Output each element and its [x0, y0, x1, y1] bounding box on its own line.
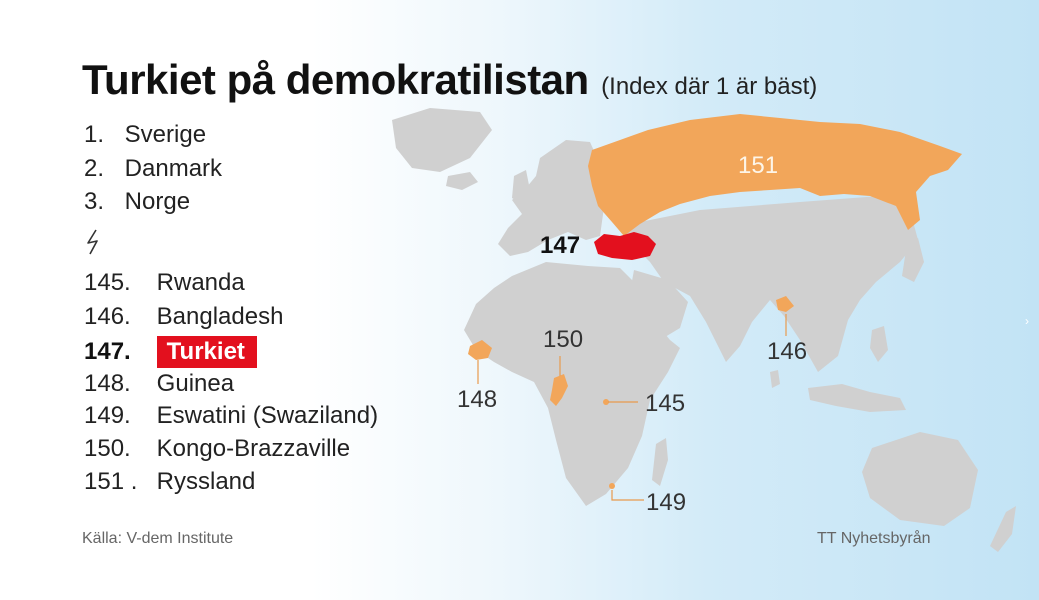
leader-line-149 [611, 490, 644, 501]
map-label-russia: 151 [738, 152, 779, 179]
map-label-rwanda: 145 [645, 390, 686, 417]
rank-number: 145. [84, 269, 131, 296]
list-item: 150. Kongo-Brazzaville [84, 434, 350, 464]
country-name: Ryssland [156, 468, 256, 495]
country-name: Bangladesh [156, 303, 284, 330]
list-item: 148. Guinea [84, 369, 234, 399]
list-break-icon [87, 229, 98, 255]
rank-number: 148. [84, 370, 131, 397]
greenland-shape [392, 108, 492, 172]
credit-note: TT Nyhetsbyrån [817, 530, 931, 547]
rank-number: 2. [84, 155, 105, 182]
newzealand-shape [990, 506, 1016, 552]
turkey-shape [594, 232, 656, 260]
map-label-congo: 150 [543, 326, 584, 353]
list-item-highlighted: 147. Turkiet [84, 336, 257, 368]
country-name: Danmark [124, 155, 223, 182]
srilanka-shape [770, 370, 780, 388]
list-item: 149. Eswatini (Swaziland) [84, 401, 378, 431]
europe-shape [498, 140, 605, 256]
congo-shape [550, 374, 568, 406]
page-title: Turkiet på demokratilistan [82, 56, 589, 103]
country-name-highlight: Turkiet [156, 336, 257, 368]
map-label-eswatini: 149 [646, 489, 687, 516]
chevron-right-icon[interactable]: › [1025, 314, 1029, 328]
madagascar-shape [652, 438, 668, 486]
asia-shape [620, 196, 918, 372]
russia-shape [588, 114, 962, 236]
country-name: Norge [124, 188, 191, 215]
map-label-guinea: 148 [457, 386, 498, 413]
bangladesh-shape [776, 296, 794, 312]
list-item: 1. Sverige [84, 120, 206, 150]
list-item: 146. Bangladesh [84, 302, 283, 332]
guinea-shape [468, 340, 492, 360]
rank-number: 151 . [84, 468, 138, 495]
eswatini-shape [609, 483, 615, 489]
country-name: Guinea [156, 370, 235, 397]
list-item: 151 . Ryssland [84, 467, 255, 497]
indonesia-shape [808, 384, 906, 412]
africa-shape [464, 262, 680, 506]
map-label-bangladesh: 146 [767, 338, 808, 365]
list-item: 3. Norge [84, 187, 190, 217]
list-item: 2. Danmark [84, 154, 222, 184]
page-subtitle: (Index där 1 är bäst) [601, 73, 818, 100]
iceland-shape [446, 172, 478, 190]
list-item: 145. Rwanda [84, 268, 245, 298]
australia-shape [862, 432, 978, 526]
country-name: Sverige [124, 121, 207, 148]
japan-shape [902, 238, 924, 282]
rank-number: 3. [84, 188, 105, 215]
country-name: Rwanda [156, 269, 245, 296]
rank-number: 149. [84, 402, 131, 429]
country-name: Kongo-Brazzaville [156, 435, 351, 462]
rank-number: 150. [84, 435, 131, 462]
map-label-turkey: 147 [540, 232, 581, 259]
rwanda-shape [603, 399, 609, 405]
rank-number: 147. [84, 338, 131, 365]
source-note: Källa: V-dem Institute [82, 530, 234, 547]
rank-number: 1. [84, 121, 105, 148]
title-row: Turkiet på demokratilistan (Index där 1 … [82, 56, 817, 104]
country-name: Eswatini (Swaziland) [156, 402, 379, 429]
britain-shape [512, 170, 530, 204]
rank-number: 146. [84, 303, 131, 330]
philippines-shape [870, 326, 888, 362]
